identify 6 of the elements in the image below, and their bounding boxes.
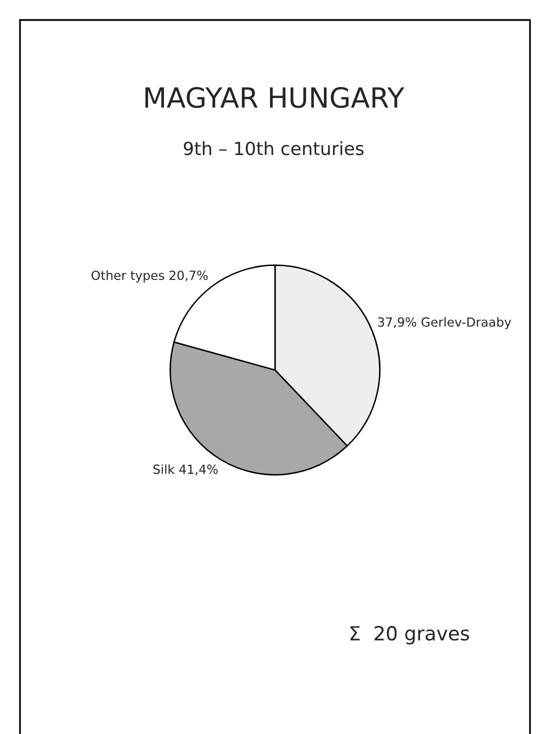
- slice-label: Silk 41,4%: [153, 464, 218, 476]
- slice-label: Other types 20,7%: [92, 270, 208, 282]
- slice-label: 37,9% Gerlev-Draaby: [378, 317, 512, 330]
- text: Σ 20 graves: [350, 626, 470, 644]
- chart-title: MAGYAR HUNGARY: [145, 87, 404, 108]
- chart-subtitle: 9th – 10th centuries: [184, 141, 364, 156]
